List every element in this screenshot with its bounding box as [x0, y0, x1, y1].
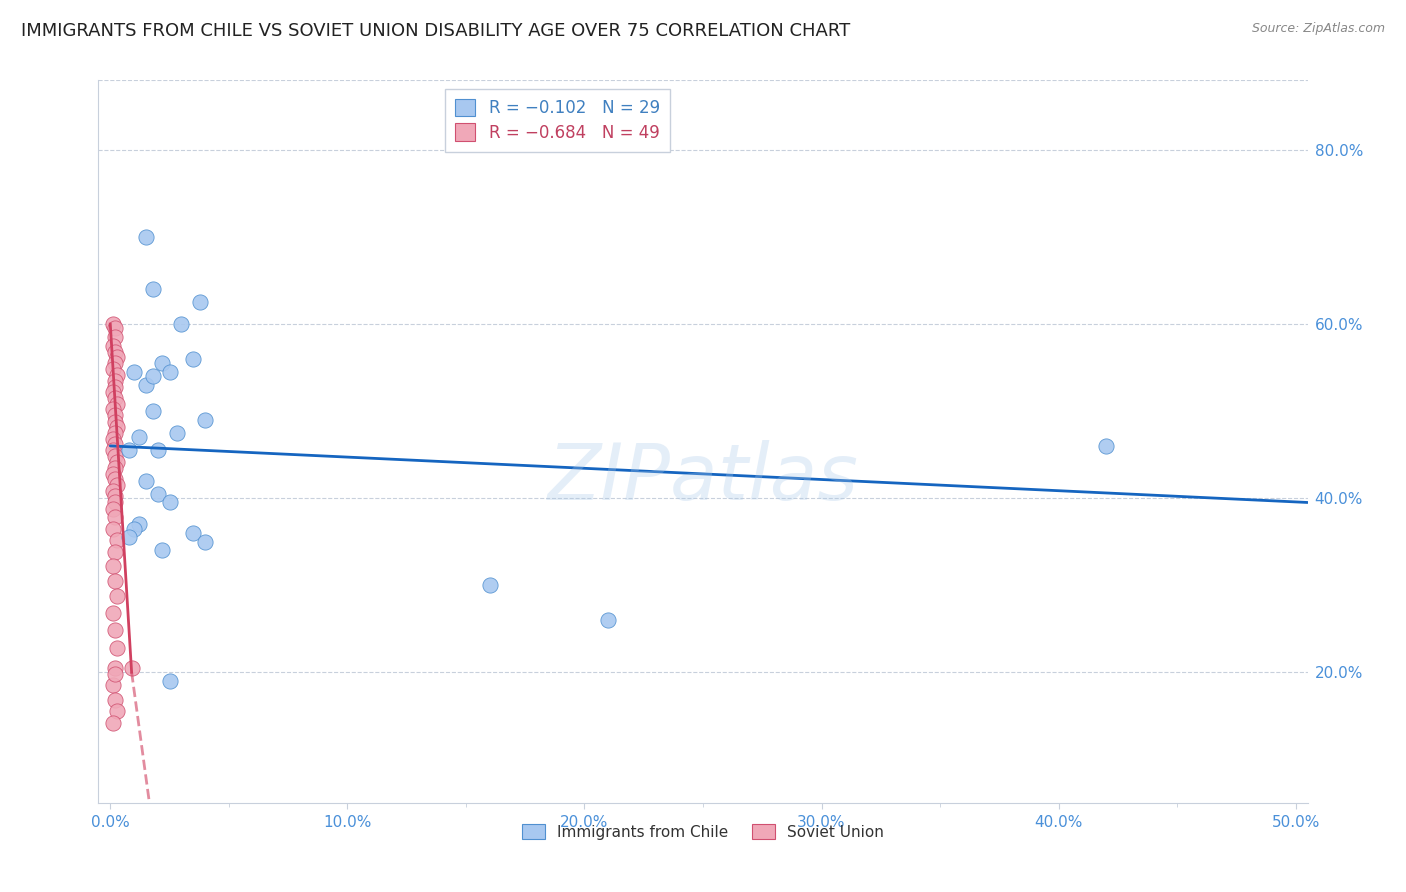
Point — [104, 460, 127, 475]
Point — [101, 443, 124, 458]
Point — [104, 356, 127, 370]
Point — [101, 606, 124, 620]
Point — [159, 495, 181, 509]
Point — [101, 339, 124, 353]
Point — [194, 534, 217, 549]
Point — [159, 673, 181, 688]
Text: IMMIGRANTS FROM CHILE VS SOVIET UNION DISABILITY AGE OVER 75 CORRELATION CHART: IMMIGRANTS FROM CHILE VS SOVIET UNION DI… — [21, 22, 851, 40]
Point — [478, 578, 501, 592]
Point — [104, 380, 127, 394]
Point — [101, 715, 124, 730]
Point — [128, 430, 150, 444]
Point — [105, 589, 128, 603]
Point — [104, 693, 127, 707]
Point — [122, 522, 145, 536]
Point — [104, 409, 127, 423]
Point — [104, 510, 127, 524]
Point — [104, 574, 127, 588]
Point — [104, 624, 127, 638]
Point — [104, 472, 127, 486]
Point — [152, 356, 174, 370]
Point — [104, 321, 127, 335]
Point — [181, 525, 204, 540]
Point — [104, 661, 127, 675]
Point — [194, 413, 217, 427]
Point — [152, 543, 174, 558]
Text: ZIPatlas: ZIPatlas — [547, 440, 859, 516]
Point — [104, 344, 127, 359]
Point — [142, 369, 165, 384]
Point — [101, 501, 124, 516]
Point — [146, 487, 169, 501]
Point — [104, 489, 127, 503]
Point — [118, 530, 141, 544]
Point — [101, 402, 124, 417]
Point — [104, 545, 127, 559]
Point — [101, 522, 124, 536]
Point — [135, 474, 157, 488]
Point — [101, 384, 124, 399]
Point — [105, 640, 128, 655]
Point — [101, 362, 124, 376]
Point — [105, 533, 128, 547]
Point — [101, 484, 124, 499]
Point — [118, 443, 141, 458]
Point — [598, 613, 620, 627]
Point — [104, 330, 127, 344]
Point — [101, 559, 124, 574]
Point — [166, 425, 188, 440]
Point — [170, 317, 193, 331]
Point — [105, 397, 128, 411]
Point — [104, 495, 127, 509]
Text: Source: ZipAtlas.com: Source: ZipAtlas.com — [1251, 22, 1385, 36]
Point — [128, 517, 150, 532]
Point — [101, 678, 124, 692]
Point — [105, 350, 128, 364]
Point — [146, 443, 169, 458]
Point — [105, 368, 128, 382]
Legend: Immigrants from Chile, Soviet Union: Immigrants from Chile, Soviet Union — [516, 818, 890, 846]
Point — [101, 432, 124, 446]
Point — [105, 454, 128, 468]
Point — [181, 351, 204, 366]
Point — [105, 478, 128, 492]
Point — [104, 391, 127, 405]
Point — [104, 415, 127, 429]
Point — [135, 230, 157, 244]
Point — [104, 437, 127, 451]
Point — [1095, 439, 1118, 453]
Point — [101, 467, 124, 481]
Point — [159, 365, 181, 379]
Point — [105, 705, 128, 719]
Point — [101, 317, 124, 331]
Point — [135, 378, 157, 392]
Point — [104, 450, 127, 464]
Point — [142, 404, 165, 418]
Point — [122, 365, 145, 379]
Point — [104, 667, 127, 681]
Point — [105, 419, 128, 434]
Point — [190, 295, 212, 310]
Point — [104, 425, 127, 440]
Point — [104, 374, 127, 388]
Point — [142, 282, 165, 296]
Point — [121, 661, 143, 675]
